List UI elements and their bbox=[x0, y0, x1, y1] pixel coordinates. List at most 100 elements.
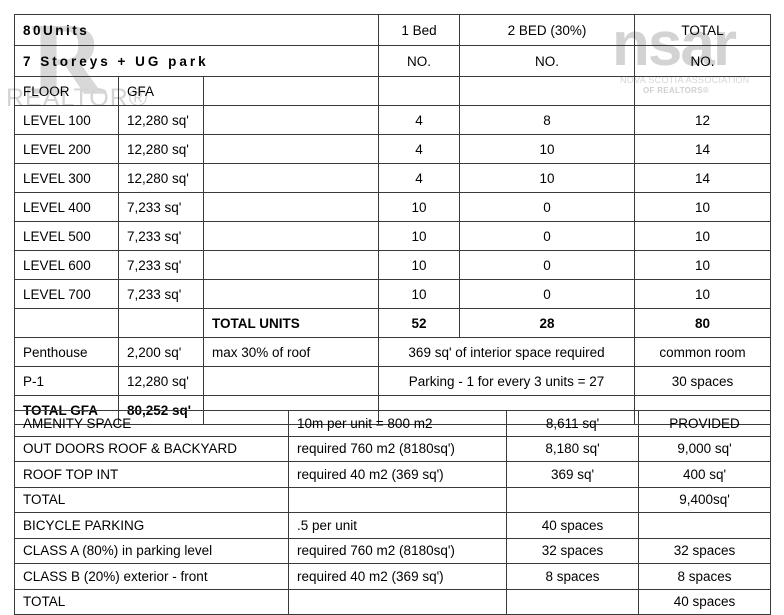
header-floor: FLOOR bbox=[14, 76, 119, 106]
floor-gfa: 12,280 sq' bbox=[118, 105, 204, 135]
table-row: LEVEL 500 7,233 sq' 10 0 10 bbox=[14, 221, 772, 251]
bicycle-requirement: required 760 m2 (8180sq') bbox=[288, 537, 507, 564]
table-row: LEVEL 300 12,280 sq' 4 10 14 bbox=[14, 163, 772, 193]
penthouse-gfa: 2,200 sq' bbox=[118, 337, 204, 367]
amenity-total-required-blank bbox=[506, 486, 639, 513]
column-header-row: FLOOR GFA bbox=[14, 76, 772, 106]
floor-1bed-count: 10 bbox=[378, 221, 461, 251]
penthouse-note: max 30% of roof bbox=[202, 337, 380, 367]
floor-label: LEVEL 600 bbox=[14, 250, 119, 280]
amenity-required-value: 8,180 sq' bbox=[506, 435, 639, 462]
floor-note bbox=[202, 163, 380, 193]
floor-2bed-count: 8 bbox=[459, 105, 636, 135]
bicycle-label: BICYCLE PARKING bbox=[14, 512, 289, 539]
amenity-row: ROOF TOP INT required 40 m2 (369 sq') 36… bbox=[14, 461, 771, 488]
floor-label: LEVEL 700 bbox=[14, 279, 119, 309]
amenity-total-requirement-blank bbox=[288, 486, 507, 513]
total-units-row: TOTAL UNITS 52 28 80 bbox=[14, 308, 772, 338]
total-units-floor-blank bbox=[14, 308, 119, 338]
floor-2bed-count: 0 bbox=[459, 279, 636, 309]
amenity-provided-value: 9,000 sq' bbox=[638, 435, 771, 462]
floor-note bbox=[202, 105, 380, 135]
header-total: TOTAL bbox=[634, 14, 772, 46]
floor-2bed-count: 0 bbox=[459, 250, 636, 280]
parking-label: P-1 bbox=[14, 366, 119, 396]
bicycle-provided-value bbox=[638, 512, 771, 539]
amenity-total-label: TOTAL bbox=[14, 486, 289, 513]
floor-2bed-count: 0 bbox=[459, 221, 636, 251]
floor-note bbox=[202, 250, 380, 280]
building-title-line2: 7 Storeys + UG park bbox=[13, 45, 380, 77]
amenity-provided-value: 400 sq' bbox=[638, 461, 771, 488]
parking-requirement-note: Parking - 1 for every 3 units = 27 bbox=[378, 366, 636, 396]
amenity-total-provided-value: 9,400sq' bbox=[638, 486, 771, 513]
header-blank-1bed bbox=[378, 76, 461, 106]
floor-total-count: 14 bbox=[634, 163, 772, 193]
floor-1bed-count: 10 bbox=[378, 279, 461, 309]
floor-label: LEVEL 300 bbox=[14, 163, 119, 193]
bicycle-total-label: TOTAL bbox=[14, 588, 289, 615]
header-blank-total bbox=[634, 76, 772, 106]
amenity-bicycle-table: AMENITY SPACE 10m per unit = 800 m2 8,61… bbox=[14, 410, 771, 615]
parking-gfa: 12,280 sq' bbox=[118, 366, 204, 396]
header-2-bed-no: NO. bbox=[459, 45, 636, 77]
floor-total-count: 10 bbox=[634, 221, 772, 251]
bicycle-total-requirement-blank bbox=[288, 588, 507, 615]
floor-total-count: 10 bbox=[634, 250, 772, 280]
parking-row: P-1 12,280 sq' Parking - 1 for every 3 u… bbox=[14, 366, 772, 396]
table-title-row-1: 80Units 1 Bed 2 BED (30%) TOTAL bbox=[13, 14, 772, 46]
bicycle-label: CLASS A (80%) in parking level bbox=[14, 537, 289, 564]
amenity-requirement: required 760 m2 (8180sq') bbox=[288, 435, 507, 462]
floor-gfa: 7,233 sq' bbox=[118, 192, 204, 222]
header-total-no: NO. bbox=[634, 45, 772, 77]
floor-label: LEVEL 500 bbox=[14, 221, 119, 251]
total-units-total: 80 bbox=[634, 308, 772, 338]
header-gfa: GFA bbox=[118, 76, 204, 106]
penthouse-total: common room bbox=[634, 337, 772, 367]
total-units-2bed: 28 bbox=[459, 308, 636, 338]
bicycle-total-row: TOTAL 40 spaces bbox=[14, 588, 771, 615]
bicycle-row: CLASS B (20%) exterior - front required … bbox=[14, 563, 771, 590]
header-2-bed: 2 BED (30%) bbox=[459, 14, 636, 46]
bicycle-provided-value: 32 spaces bbox=[638, 537, 771, 564]
total-units-1bed: 52 bbox=[378, 308, 461, 338]
floor-gfa: 7,233 sq' bbox=[118, 279, 204, 309]
floor-2bed-count: 10 bbox=[459, 134, 636, 164]
amenity-required-value: 369 sq' bbox=[506, 461, 639, 488]
amenity-row: AMENITY SPACE 10m per unit = 800 m2 8,61… bbox=[14, 410, 771, 437]
floor-1bed-count: 4 bbox=[378, 163, 461, 193]
total-units-gfa-blank bbox=[118, 308, 204, 338]
amenity-row: OUT DOORS ROOF & BACKYARD required 760 m… bbox=[14, 435, 771, 462]
floor-1bed-count: 4 bbox=[378, 105, 461, 135]
floor-gfa: 7,233 sq' bbox=[118, 221, 204, 251]
bicycle-requirement: required 40 m2 (369 sq') bbox=[288, 563, 507, 590]
floor-1bed-count: 4 bbox=[378, 134, 461, 164]
floor-label: LEVEL 400 bbox=[14, 192, 119, 222]
bicycle-required-value: 40 spaces bbox=[506, 512, 639, 539]
bicycle-requirement: .5 per unit bbox=[288, 512, 507, 539]
header-1-bed-no: NO. bbox=[378, 45, 461, 77]
floor-label: LEVEL 100 bbox=[14, 105, 119, 135]
amenity-label: AMENITY SPACE bbox=[14, 410, 289, 437]
table-row: LEVEL 700 7,233 sq' 10 0 10 bbox=[14, 279, 772, 309]
amenity-requirement: required 40 m2 (369 sq') bbox=[288, 461, 507, 488]
floor-1bed-count: 10 bbox=[378, 250, 461, 280]
bicycle-total-required-blank bbox=[506, 588, 639, 615]
floor-note bbox=[202, 192, 380, 222]
floor-label: LEVEL 200 bbox=[14, 134, 119, 164]
bicycle-total-provided-value: 40 spaces bbox=[638, 588, 771, 615]
floor-total-count: 10 bbox=[634, 279, 772, 309]
amenity-required-value: 8,611 sq' bbox=[506, 410, 639, 437]
floor-2bed-count: 0 bbox=[459, 192, 636, 222]
parking-total: 30 spaces bbox=[634, 366, 772, 396]
bicycle-row: CLASS A (80%) in parking level required … bbox=[14, 537, 771, 564]
header-1-bed: 1 Bed bbox=[378, 14, 461, 46]
table-row: LEVEL 400 7,233 sq' 10 0 10 bbox=[14, 192, 772, 222]
bicycle-provided-value: 8 spaces bbox=[638, 563, 771, 590]
floor-note bbox=[202, 279, 380, 309]
floor-gfa: 12,280 sq' bbox=[118, 163, 204, 193]
parking-note bbox=[202, 366, 380, 396]
table-title-row-2: 7 Storeys + UG park NO. NO. NO. bbox=[13, 45, 772, 77]
bicycle-row: BICYCLE PARKING .5 per unit 40 spaces bbox=[14, 512, 771, 539]
header-note-blank bbox=[202, 76, 380, 106]
